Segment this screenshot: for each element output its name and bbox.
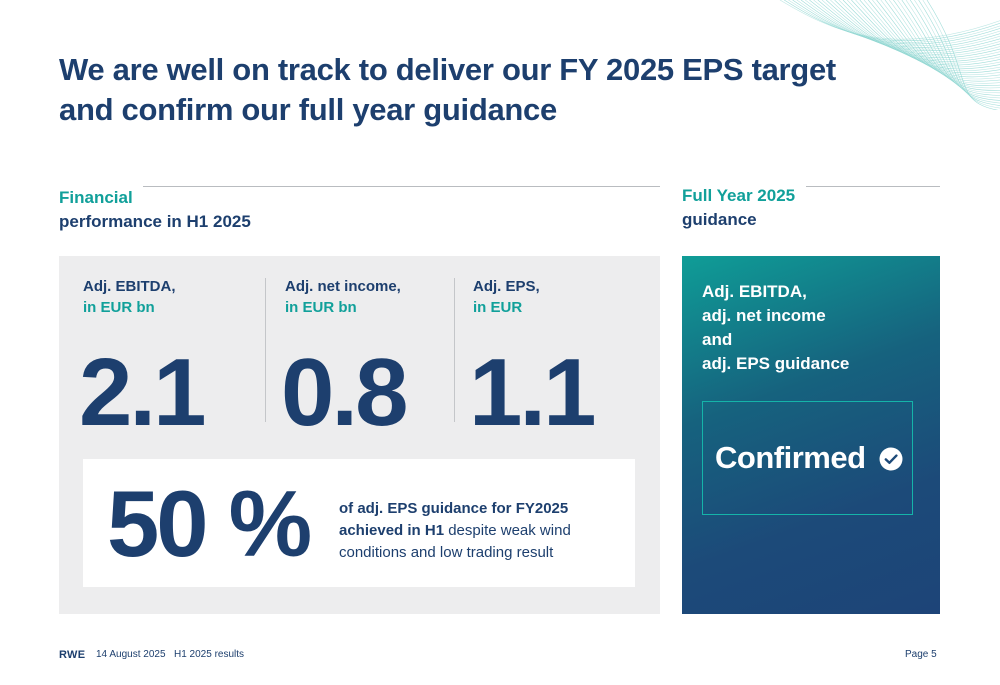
eps-progress-bold-text: of adj. EPS guidance for FY2025 achieved…	[339, 500, 569, 539]
metric-label: Adj. EBITDA,	[83, 278, 176, 295]
metric-divider	[454, 278, 455, 422]
metric-label: Adj. net income,	[285, 278, 401, 295]
confirmed-label: Confirmed	[715, 440, 866, 475]
guidance-line-1: Adj. EBITDA,	[702, 282, 807, 301]
eps-progress-percent: 50 %	[107, 471, 312, 576]
metric-label: Adj. EPS,	[473, 278, 540, 295]
check-circle-icon	[879, 447, 903, 471]
guidance-line-3: and	[702, 330, 733, 349]
metric-value: 1.1	[469, 339, 596, 446]
eps-progress-description: of adj. EPS guidance for FY2025 achieved…	[339, 498, 629, 564]
decorative-wave-lines	[779, 0, 1000, 110]
financial-performance-panel: Adj. EBITDA, in EUR bn 2.1 Adj. net inco…	[59, 256, 660, 614]
financial-performance-heading: Financial performance in H1 2025	[59, 186, 251, 234]
guidance-line-4: adj. EPS guidance	[702, 354, 850, 373]
confirmed-status-box: Confirmed	[702, 401, 913, 515]
heading-accent: Financial	[59, 188, 133, 207]
title-line-2: and confirm our full year guidance	[59, 92, 557, 127]
heading-accent: Full Year 2025	[682, 186, 796, 205]
metric-value: 2.1	[79, 339, 206, 446]
heading-dark: performance in H1 2025	[59, 212, 251, 231]
metric-unit: in EUR bn	[285, 299, 357, 316]
metric-adj-net-income: Adj. net income, in EUR bn 0.8	[281, 276, 408, 446]
metric-unit: in EUR	[473, 299, 523, 316]
eps-progress-box: 50 % of adj. EPS guidance for FY2025 ach…	[83, 459, 635, 587]
heading-rule-right	[806, 186, 940, 187]
eps-progress-rest-text: despite weak wind conditions and low tra…	[339, 522, 571, 561]
guidance-line-2: adj. net income	[702, 306, 826, 325]
page-number: Page 5	[905, 649, 937, 660]
guidance-description: Adj. EBITDA, adj. net income and adj. EP…	[702, 280, 922, 376]
title-line-1: We are well on track to deliver our FY 2…	[59, 52, 836, 87]
metric-adj-eps: Adj. EPS, in EUR 1.1	[469, 276, 596, 446]
metric-value: 0.8	[281, 339, 408, 446]
heading-dark: guidance	[682, 210, 757, 229]
footer-document-name: H1 2025 results	[174, 649, 245, 660]
footer-date: 14 August 2025	[96, 649, 166, 660]
page-title: We are well on track to deliver our FY 2…	[59, 50, 859, 130]
metric-adj-ebitda: Adj. EBITDA, in EUR bn 2.1	[79, 276, 206, 446]
metric-unit: in EUR bn	[83, 299, 155, 316]
rwe-logo: RWE	[59, 649, 86, 661]
metric-divider	[265, 278, 266, 422]
full-year-guidance-heading: Full Year 2025 guidance	[682, 184, 795, 232]
heading-rule-left	[143, 186, 660, 187]
guidance-panel: Adj. EBITDA, adj. net income and adj. EP…	[682, 256, 940, 614]
